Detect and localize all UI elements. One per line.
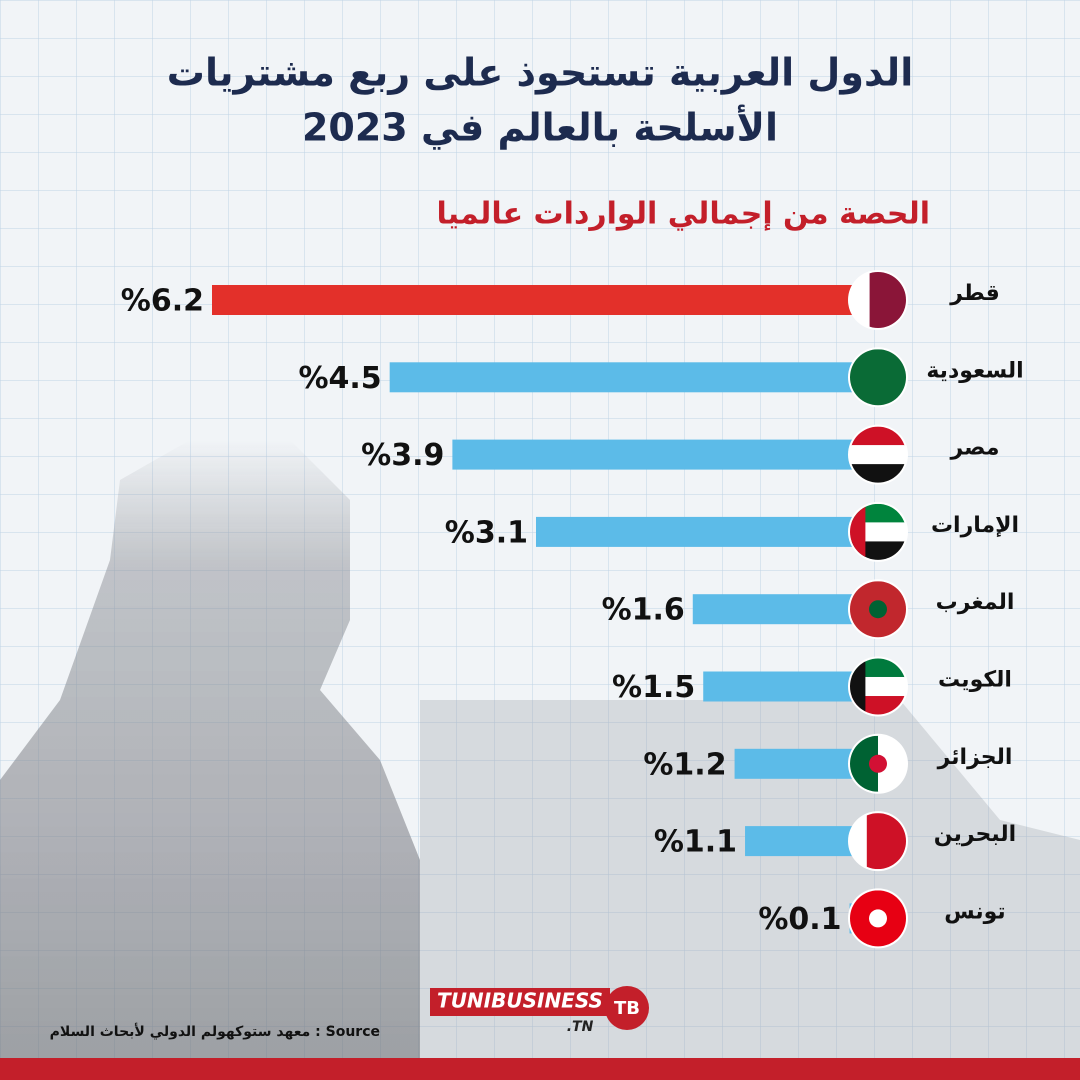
value-label: %4.5: [298, 361, 381, 396]
category-label: السعودية: [926, 358, 1023, 383]
value-label: %1.1: [654, 825, 737, 860]
category-label: تونس: [944, 899, 1005, 924]
flag: [850, 890, 906, 947]
bar: [536, 516, 880, 547]
category-label: البحرين: [934, 822, 1016, 847]
logo: TUNIBUSINESS .TN TB: [430, 986, 649, 1035]
value-label: %1.6: [602, 593, 685, 628]
logo-circle: [605, 986, 649, 1030]
category-label: مصر: [950, 436, 1000, 461]
subtitle: الحصة من إجمالي الواردات عالميا: [436, 197, 930, 232]
category-label: قطر: [949, 281, 1000, 306]
category-label: المغرب: [936, 590, 1015, 615]
flag-stripe: [850, 349, 906, 406]
flag: [850, 581, 906, 638]
flag-hoist: [850, 503, 866, 560]
flag-hoist: [850, 658, 866, 715]
value-label: %1.5: [612, 670, 695, 705]
soldier-silhouette: [0, 440, 1080, 1060]
bar: [452, 439, 880, 470]
title-line: الدول العربية تستحوذ على ربع مشتريات: [167, 51, 913, 96]
source: معهد ستوكهولم الدولي لأبحاث السلام : Sou…: [50, 1023, 380, 1040]
bar: [389, 362, 880, 393]
value-label: %6.2: [121, 284, 204, 319]
bar: [212, 285, 880, 315]
flag: [850, 503, 906, 560]
value-label: %0.1: [758, 902, 841, 937]
category-label: الإمارات: [931, 513, 1019, 538]
logo-mark: TB: [614, 998, 640, 1019]
value-label: %3.1: [445, 515, 528, 550]
flag-emblem: [869, 754, 887, 773]
flag-stripe: [850, 272, 871, 328]
flag-stripe: [850, 426, 906, 446]
flag: [850, 349, 906, 406]
title-line: الأسلحة بالعالم في 2023: [302, 104, 778, 151]
value-label: %1.2: [643, 747, 726, 782]
flag: [850, 658, 906, 715]
bottom-strip: [0, 1058, 1080, 1080]
value-label: %3.9: [361, 438, 444, 473]
category-label: الجزائر: [937, 745, 1013, 770]
flag-stripe: [850, 445, 906, 465]
flag: [850, 813, 906, 870]
logo-name: TUNIBUSINESS: [437, 989, 603, 1013]
flag: [850, 426, 906, 483]
flag-stripe: [850, 464, 906, 483]
logo-domain: .TN: [567, 1019, 594, 1035]
flag-emblem: [869, 600, 887, 619]
flag-emblem: [869, 909, 887, 928]
category-label: الكويت: [938, 668, 1012, 693]
flag-stripe: [850, 813, 868, 870]
logo-band: [430, 988, 610, 1016]
